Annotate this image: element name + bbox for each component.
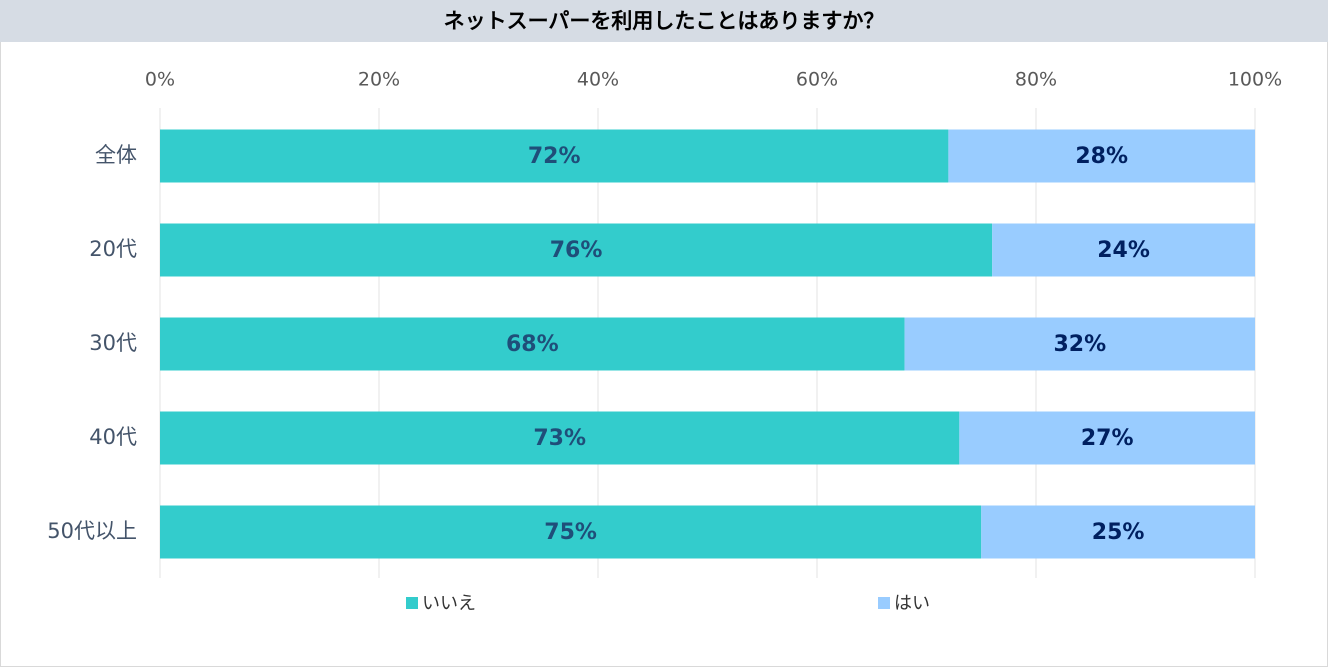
bar-segment	[160, 223, 993, 277]
value-label: 72%	[528, 144, 581, 169]
bar-segment	[160, 129, 949, 183]
bar-segment	[160, 411, 960, 465]
value-label: 24%	[1097, 238, 1150, 263]
value-label: 75%	[544, 520, 597, 545]
value-label: 28%	[1075, 144, 1128, 169]
bar-segment	[160, 317, 905, 371]
x-tick-label: 60%	[796, 69, 838, 91]
bar-segment	[160, 505, 982, 559]
value-label: 25%	[1092, 520, 1145, 545]
bar-segment	[904, 317, 1255, 371]
value-label: 32%	[1053, 332, 1106, 357]
bar-segment	[981, 505, 1255, 559]
value-label: 27%	[1081, 426, 1134, 451]
chart-title: ネットスーパーを利用したことはありますか？	[444, 9, 885, 33]
value-label: 73%	[533, 426, 586, 451]
bar-segment	[992, 223, 1255, 277]
title-bar	[0, 0, 1328, 42]
y-tick-label: 50代以上	[47, 519, 137, 543]
y-tick-label: 30代	[89, 331, 137, 355]
x-tick-label: 0%	[145, 69, 175, 91]
value-label: 68%	[506, 332, 559, 357]
x-tick-label: 100%	[1228, 69, 1282, 91]
x-tick-label: 20%	[358, 69, 400, 91]
bar-segment	[948, 129, 1255, 183]
y-tick-label: 20代	[89, 237, 137, 261]
x-tick-label: 40%	[577, 69, 619, 91]
legend-label: はい	[894, 593, 930, 614]
y-tick-label: 40代	[89, 425, 137, 449]
legend-swatch	[406, 597, 418, 609]
value-label: 76%	[550, 238, 603, 263]
y-tick-label: 全体	[95, 143, 137, 167]
legend-label: いいえ	[422, 593, 476, 614]
bar-segment	[959, 411, 1255, 465]
x-tick-label: 80%	[1015, 69, 1057, 91]
legend-swatch	[878, 597, 890, 609]
